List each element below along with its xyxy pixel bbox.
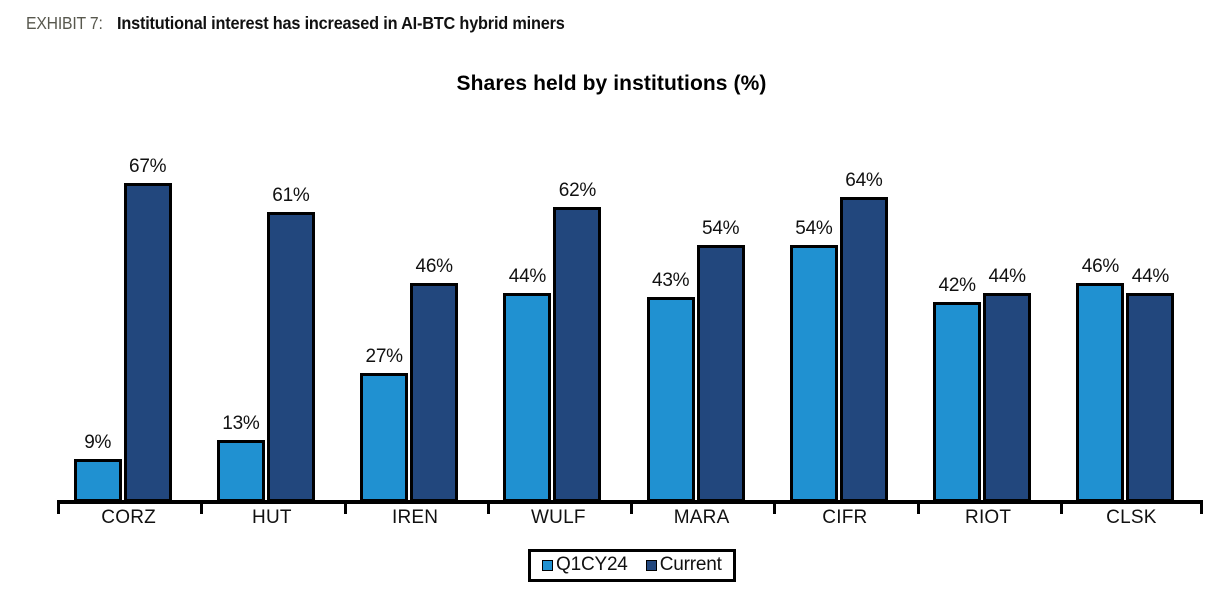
bar-value-label: 44% [508,265,546,287]
bar-mara-q1cy24[interactable] [646,297,695,502]
bar-wulf-q1cy24[interactable] [503,292,552,502]
bar-iren-current[interactable] [410,283,459,502]
bar-wulf-current[interactable] [553,206,602,502]
legend-item-q1cy24[interactable]: Q1CY24 [542,555,628,575]
x-axis-tick [773,500,777,514]
x-axis-tick [1059,500,1063,514]
bar-corz-current[interactable] [123,183,172,502]
x-axis-tick [200,500,204,514]
category-label-cifr: CIFR [822,507,868,528]
bar-value-label: 27% [365,346,403,368]
bar-clsk-q1cy24[interactable] [1076,283,1125,502]
bar-value-label: 64% [845,170,883,192]
bar-riot-current[interactable] [983,292,1032,502]
legend-item-current[interactable]: Current [645,554,722,575]
chart-legend: Q1CY24 Current [528,549,736,582]
bar-hut-q1cy24[interactable] [216,440,265,502]
category-label-wulf: WULF [531,507,586,528]
legend-label: Q1CY24 [556,554,628,575]
bar-value-label: 44% [1131,265,1169,287]
bar-hut-current[interactable] [266,211,315,502]
category-label-clsk: CLSK [1106,507,1157,528]
category-label-mara: MARA [673,507,730,528]
legend-swatch-icon [542,559,553,571]
bar-value-label: 62% [558,179,596,201]
legend-swatch-icon [645,559,657,571]
exhibit-title: Institutional interest has increased in … [117,13,565,33]
bar-value-label: 46% [415,256,453,278]
x-axis-tick [1200,500,1203,514]
bar-mara-current[interactable] [696,244,745,502]
bar-iren-q1cy24[interactable] [360,373,409,502]
x-axis-tick [57,500,60,514]
exhibit-number-label: EXHIBIT 7: [26,13,103,33]
bar-riot-q1cy24[interactable] [933,302,982,502]
category-label-corz: CORZ [101,507,156,528]
bar-value-label: 61% [272,184,310,206]
bar-value-label: 42% [938,275,976,297]
bar-value-label: 54% [795,217,833,239]
bar-value-label: 43% [652,270,690,292]
bar-value-label: 54% [702,217,740,239]
bar-cifr-q1cy24[interactable] [789,244,838,502]
bar-value-label: 67% [129,156,167,178]
bar-corz-q1cy24[interactable] [73,459,122,502]
category-label-hut: HUT [252,507,292,528]
x-axis-tick [343,500,347,514]
bar-value-label: 44% [988,265,1026,287]
exhibit-header: EXHIBIT 7: Institutional interest has in… [26,12,598,34]
bar-value-label: 46% [1081,256,1119,278]
bar-value-label: 13% [222,413,260,435]
x-axis-tick [486,500,490,514]
chart-title: Shares held by institutions (%) [456,72,767,95]
bar-value-label: 9% [84,432,112,454]
bar-clsk-current[interactable] [1126,292,1175,502]
category-label-riot: RIOT [965,507,1012,528]
bar-cifr-current[interactable] [839,197,888,502]
legend-label: Current [659,554,722,575]
x-axis-tick [630,500,633,514]
category-label-iren: IREN [392,507,439,528]
x-axis-tick [916,500,920,514]
